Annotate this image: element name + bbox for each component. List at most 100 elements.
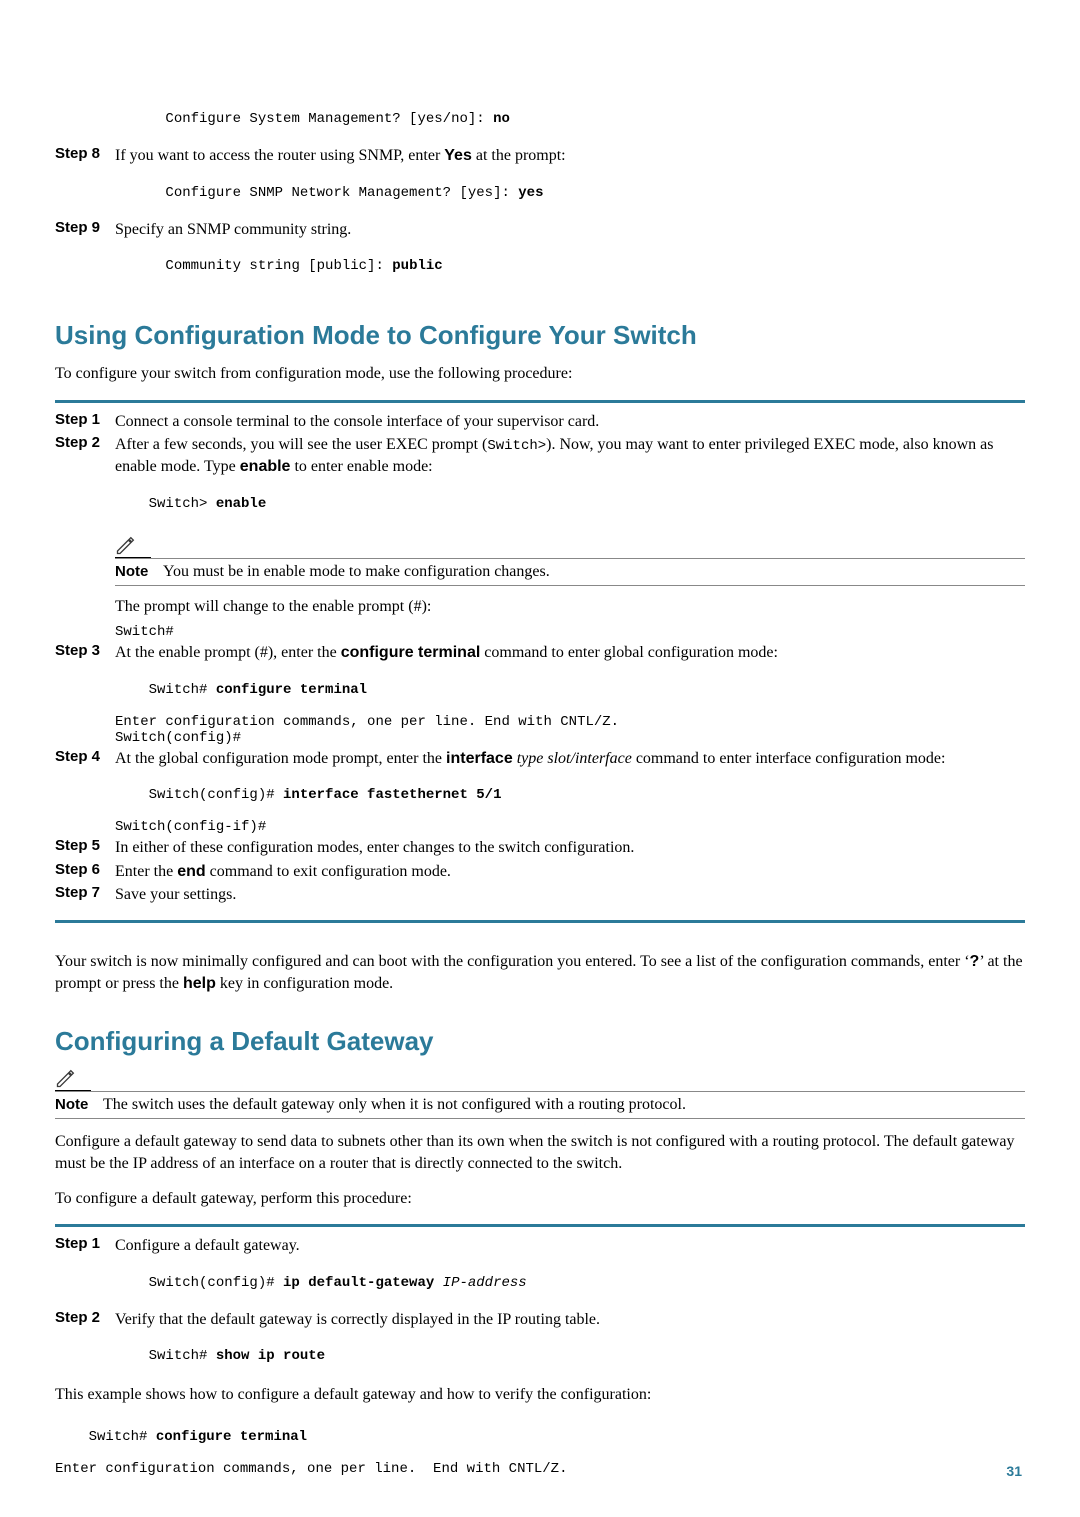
step-row: Step 2 Verify that the default gateway i… bbox=[55, 1309, 1025, 1331]
text: command to enter interface configuration… bbox=[632, 750, 946, 767]
code-text: Switch# bbox=[149, 682, 216, 698]
code-bold: show ip route bbox=[216, 1348, 325, 1364]
step-row: Step 4 At the global configuration mode … bbox=[55, 748, 1025, 770]
note-text: You must be in enable mode to make confi… bbox=[163, 563, 1025, 581]
note-block: Note You must be in enable mode to make … bbox=[115, 536, 1025, 586]
code-text: Configure System Management? [yes/no]: bbox=[165, 111, 493, 127]
text: to enter enable mode: bbox=[290, 458, 432, 475]
bold-text: configure terminal bbox=[341, 644, 481, 661]
code-italic: IP-address bbox=[443, 1275, 527, 1291]
step-body: After a few seconds, you will see the us… bbox=[115, 434, 1025, 477]
bold-text: enable bbox=[240, 458, 291, 475]
pencil-icon bbox=[55, 1069, 75, 1089]
example-code: Switch# configure terminal bbox=[55, 1413, 1025, 1461]
code-bold: interface fastethernet 5/1 bbox=[283, 787, 501, 803]
step-row: Step 9 Specify an SNMP community string. bbox=[55, 219, 1025, 241]
text: At the enable prompt (#), enter the bbox=[115, 644, 341, 661]
step-body: Save your settings. bbox=[115, 884, 1025, 906]
code-line: Switch> enable bbox=[115, 480, 1025, 528]
bold-text: end bbox=[177, 863, 205, 880]
step-row: Step 8 If you want to access the router … bbox=[55, 145, 1025, 167]
note-block: Note The switch uses the default gateway… bbox=[55, 1069, 1025, 1119]
step-body: In either of these configuration modes, … bbox=[115, 837, 1025, 859]
body-text: The prompt will change to the enable pro… bbox=[115, 596, 1025, 618]
note-text: The switch uses the default gateway only… bbox=[103, 1096, 1025, 1114]
code-bold: no bbox=[493, 111, 510, 127]
bold-text: interface bbox=[446, 750, 513, 767]
note-icon-row bbox=[55, 1069, 1025, 1091]
step-row: Step 1 Configure a default gateway. bbox=[55, 1235, 1025, 1257]
doc-page: Configure System Management? [yes/no]: n… bbox=[0, 0, 1080, 1517]
code-bold: configure terminal bbox=[156, 1429, 307, 1445]
code-line: Enter configuration commands, one per li… bbox=[115, 714, 1025, 730]
paragraph: To configure a default gateway, perform … bbox=[55, 1188, 1025, 1210]
code-block: Community string [public]: public bbox=[115, 242, 1025, 290]
text: key in configuration mode. bbox=[216, 975, 393, 992]
step-body: If you want to access the router using S… bbox=[115, 145, 1025, 167]
page-number: 31 bbox=[1006, 1463, 1022, 1479]
step-body: Verify that the default gateway is corre… bbox=[115, 1309, 1025, 1331]
code-text: Switch(config)# bbox=[149, 787, 283, 803]
note-label: Note bbox=[55, 1096, 103, 1113]
step-label: Step 2 bbox=[55, 434, 115, 451]
step-label: Step 6 bbox=[55, 861, 115, 878]
code-line: Switch# configure terminal bbox=[115, 666, 1025, 714]
text: Enter the bbox=[115, 863, 177, 880]
code-text: Switch(config)# bbox=[149, 1275, 283, 1291]
code-text: Community string [public]: bbox=[165, 258, 392, 274]
step-label: Step 1 bbox=[55, 411, 115, 428]
code-text: Configure SNMP Network Management? [yes]… bbox=[165, 185, 518, 201]
paragraph: Your switch is now minimally configured … bbox=[55, 951, 1025, 996]
step-label: Step 8 bbox=[55, 145, 115, 162]
note-label: Note bbox=[115, 563, 163, 580]
step-row: Step 6 Enter the end command to exit con… bbox=[55, 861, 1025, 883]
text: command to enter global configuration mo… bbox=[480, 644, 778, 661]
intro-text: To configure your switch from configurat… bbox=[55, 363, 1025, 385]
step-row: Step 7 Save your settings. bbox=[55, 884, 1025, 906]
step-label: Step 1 bbox=[55, 1235, 115, 1252]
step-row: Step 3 At the enable prompt (#), enter t… bbox=[55, 642, 1025, 664]
section-heading: Configuring a Default Gateway bbox=[55, 1026, 1025, 1057]
step-label: Step 3 bbox=[55, 642, 115, 659]
code-text: Switch> bbox=[149, 496, 216, 512]
section-heading: Using Configuration Mode to Configure Yo… bbox=[55, 320, 1025, 351]
step-body: Connect a console terminal to the consol… bbox=[115, 411, 1025, 433]
text: Your switch is now minimally configured … bbox=[55, 953, 970, 970]
inline-mono: Switch> bbox=[487, 438, 546, 454]
italic-text: type slot/interface bbox=[513, 750, 632, 767]
section-rule bbox=[55, 400, 1025, 403]
paragraph: Configure a default gateway to send data… bbox=[55, 1131, 1025, 1176]
note-icon-box bbox=[55, 1069, 91, 1091]
note-content: Note You must be in enable mode to make … bbox=[115, 558, 1025, 586]
bold-text: help bbox=[183, 975, 216, 992]
text: If you want to access the router using S… bbox=[115, 147, 444, 164]
step-body: Specify an SNMP community string. bbox=[115, 219, 1025, 241]
step-row: Step 1 Connect a console terminal to the… bbox=[55, 411, 1025, 433]
step-body: At the enable prompt (#), enter the conf… bbox=[115, 642, 1025, 664]
code-block: Configure SNMP Network Management? [yes]… bbox=[115, 169, 1025, 217]
code-bold: configure terminal bbox=[216, 682, 367, 698]
text: At the global configuration mode prompt,… bbox=[115, 750, 446, 767]
code-text: Switch# bbox=[89, 1429, 156, 1445]
code-bold: ip default-gateway bbox=[283, 1275, 443, 1291]
step-label: Step 4 bbox=[55, 748, 115, 765]
note-icon-row bbox=[115, 536, 1025, 558]
code-bold: public bbox=[392, 258, 442, 274]
step-label: Step 9 bbox=[55, 219, 115, 236]
text: command to exit configuration mode. bbox=[206, 863, 451, 880]
step-body: Enter the end command to exit configurat… bbox=[115, 861, 1025, 883]
note-content: Note The switch uses the default gateway… bbox=[55, 1091, 1025, 1119]
code-line: Switch(config)# ip default-gateway IP-ad… bbox=[115, 1259, 1025, 1307]
code-line: Switch(config)# interface fastethernet 5… bbox=[115, 771, 1025, 819]
code-line: Switch# show ip route bbox=[115, 1332, 1025, 1380]
step-label: Step 7 bbox=[55, 884, 115, 901]
code-line: Switch(config)# bbox=[115, 730, 1025, 746]
text: at the prompt: bbox=[472, 147, 566, 164]
pencil-icon bbox=[115, 536, 135, 556]
step-body: Configure a default gateway. bbox=[115, 1235, 1025, 1257]
top-code-block: Configure System Management? [yes/no]: n… bbox=[115, 95, 1025, 143]
code-bold: yes bbox=[518, 185, 543, 201]
note-icon-box bbox=[115, 536, 151, 558]
step-row: Step 2 After a few seconds, you will see… bbox=[55, 434, 1025, 477]
step-label: Step 5 bbox=[55, 837, 115, 854]
